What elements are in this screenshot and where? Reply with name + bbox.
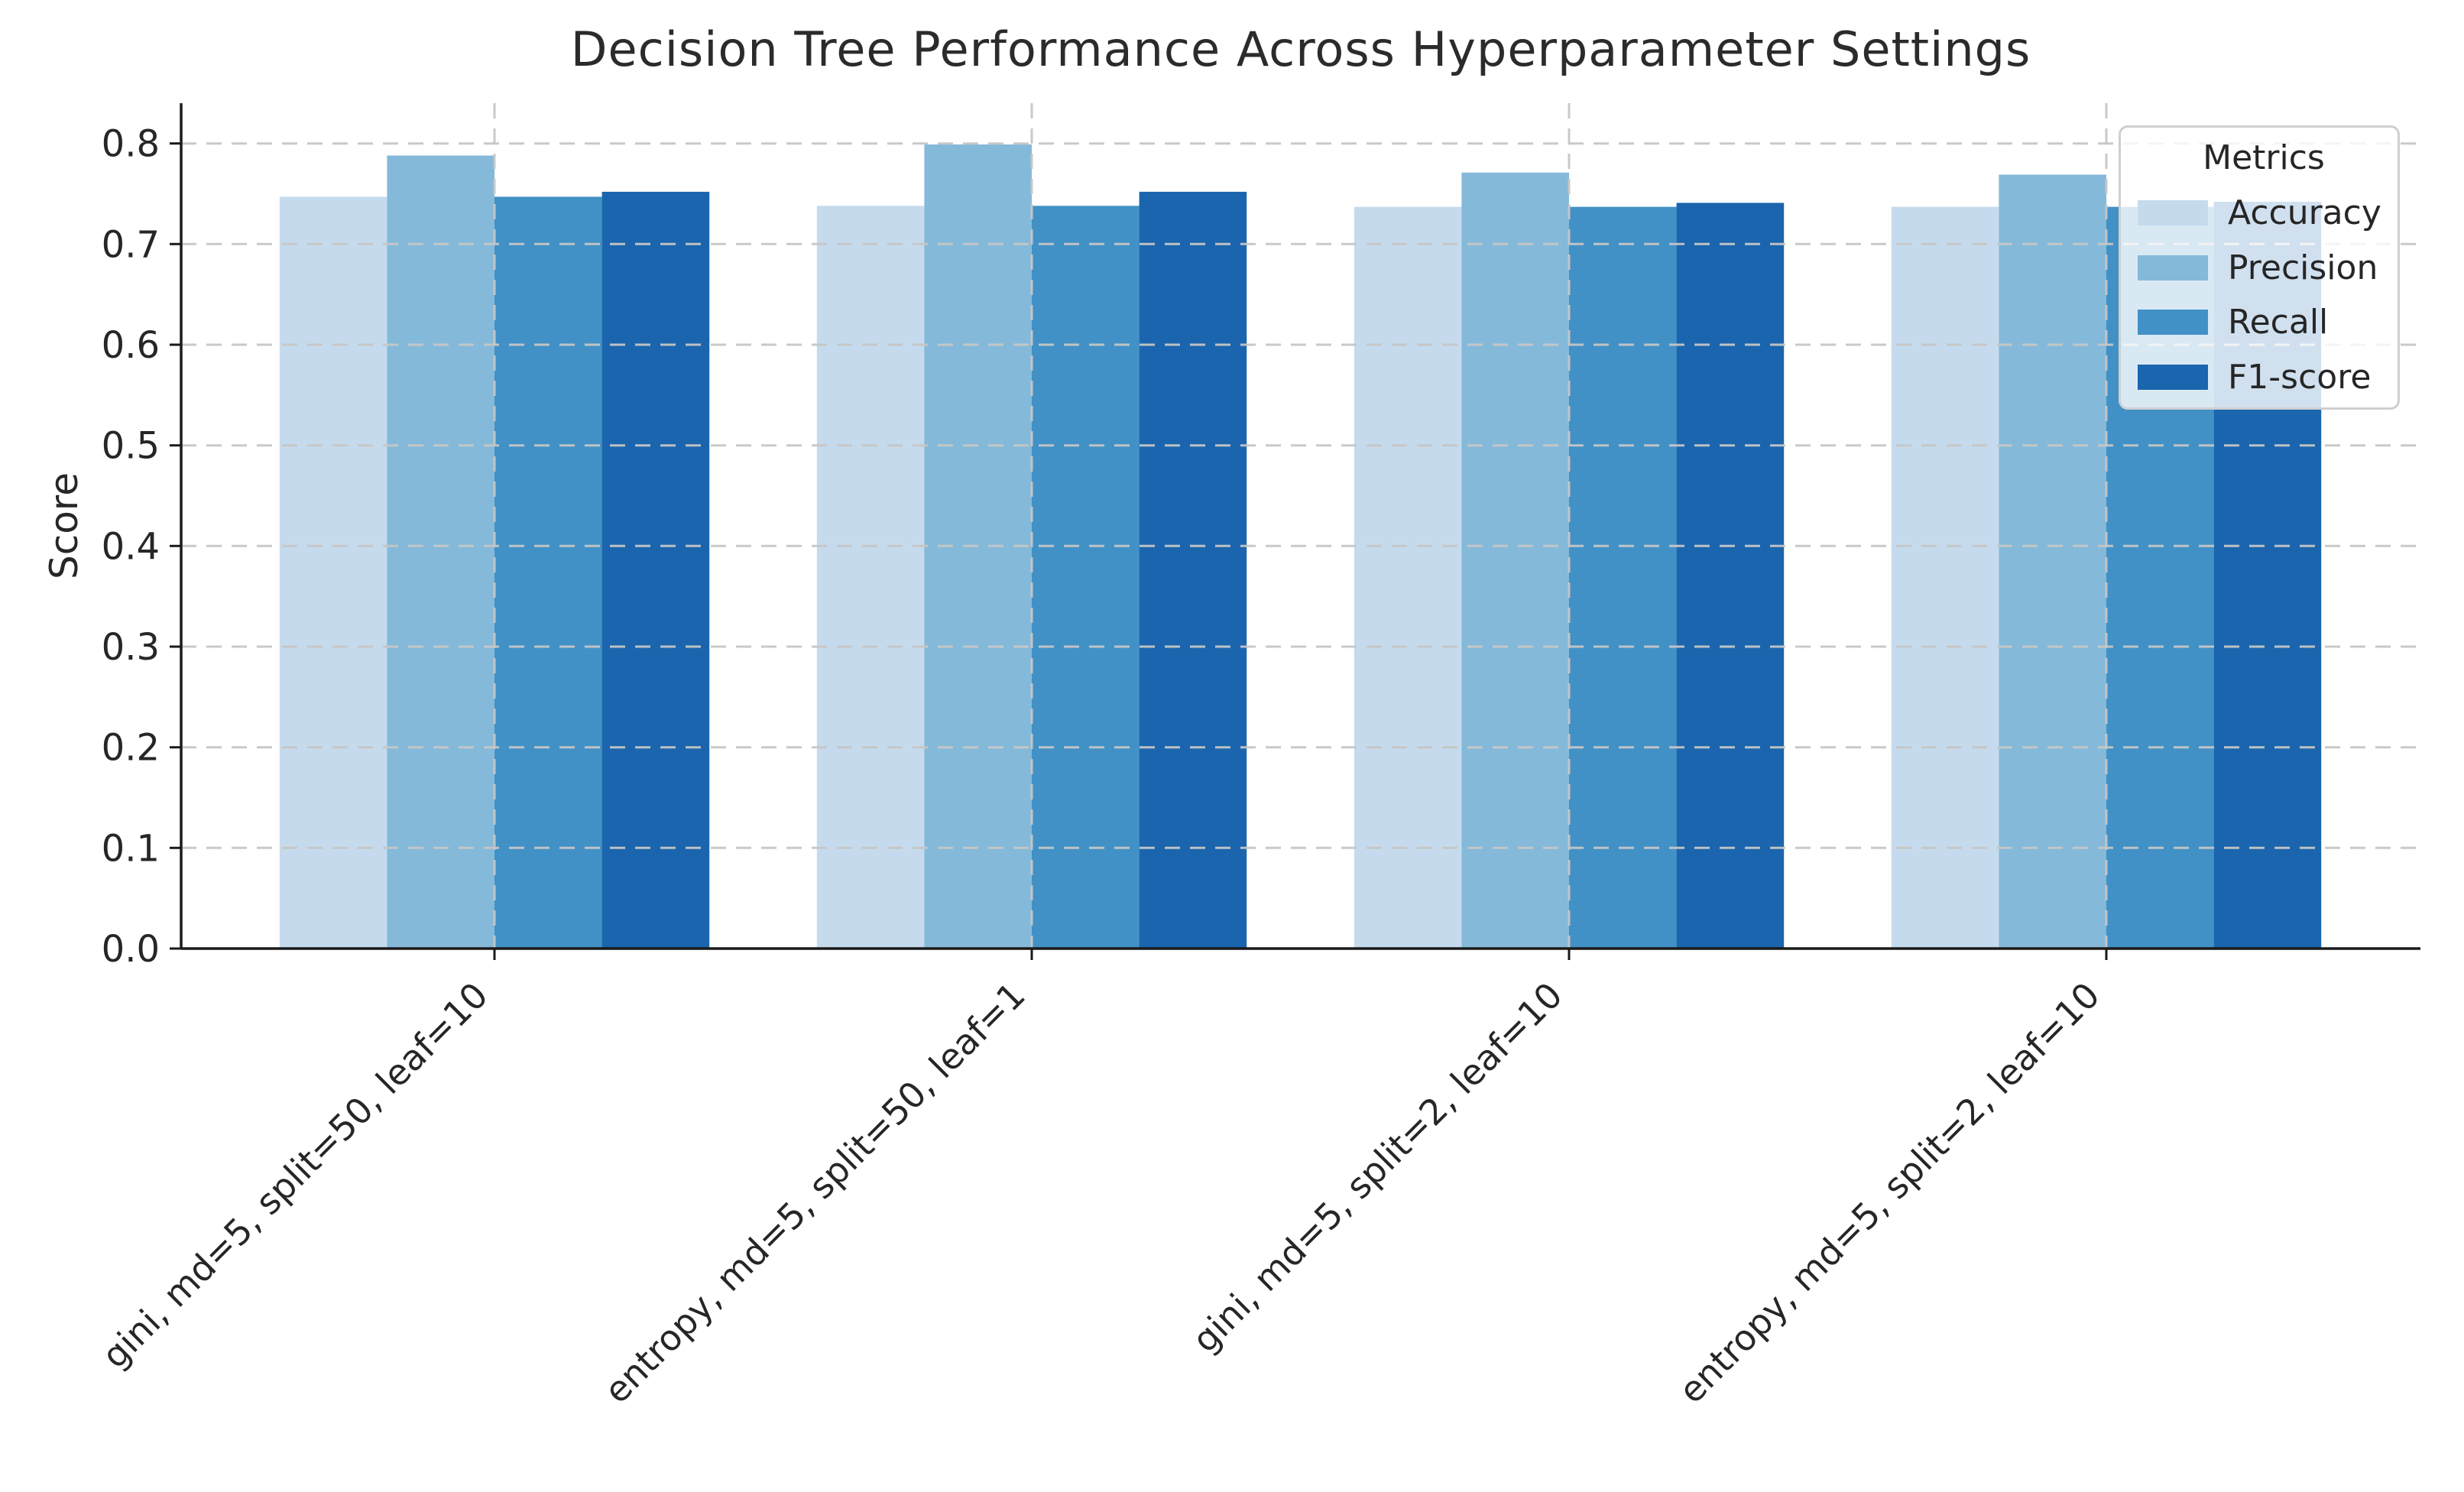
- legend-row: Accuracy: [2138, 193, 2390, 232]
- y-tick-label: 0.2: [102, 727, 160, 770]
- y-tick-label: 0.7: [102, 223, 160, 266]
- y-tick-label: 0.8: [102, 123, 160, 166]
- bar-precision-group1: [387, 155, 494, 949]
- bar-recall-group1: [494, 196, 602, 949]
- legend: Metrics Accuracy Precision Recall F1-sco…: [2119, 125, 2400, 410]
- y-tick-label: 0.6: [102, 324, 160, 367]
- legend-title: Metrics: [2203, 138, 2325, 177]
- bar-accuracy-group4: [1891, 206, 1999, 949]
- x-tick-label: gini, md=5, split=50, leaf=10: [94, 975, 496, 1377]
- y-tick-label: 0.1: [102, 827, 160, 870]
- legend-row: F1-score: [2138, 358, 2390, 397]
- bar-precision-group3: [1461, 172, 1569, 949]
- legend-label-f1: F1-score: [2228, 358, 2372, 397]
- f1-swatch-icon: [2138, 365, 2208, 390]
- legend-row: Precision: [2138, 248, 2390, 287]
- x-tick-label: entropy, md=5, split=2, leaf=10: [1671, 975, 2108, 1412]
- x-tick-label: entropy, md=5, split=50, leaf=1: [596, 975, 1033, 1412]
- legend-row: Recall: [2138, 303, 2390, 342]
- accuracy-swatch-icon: [2138, 199, 2208, 225]
- legend-label-accuracy: Accuracy: [2228, 193, 2381, 232]
- y-tick-label: 0.0: [102, 928, 160, 971]
- y-tick-label: 0.4: [102, 525, 160, 568]
- bar-recall-group3: [1569, 206, 1677, 949]
- bar-accuracy-group1: [279, 196, 387, 949]
- recall-swatch-icon: [2138, 310, 2208, 336]
- bar-f1-score-group2: [1139, 191, 1247, 949]
- x-tick-label: gini, md=5, split=2, leaf=10: [1184, 975, 1570, 1361]
- legend-label-recall: Recall: [2228, 303, 2329, 342]
- legend-label-precision: Precision: [2228, 248, 2378, 287]
- chart-title: Decision Tree Performance Across Hyperpa…: [570, 21, 2031, 77]
- y-tick-label: 0.3: [102, 626, 160, 669]
- bar-recall-group2: [1032, 206, 1140, 949]
- bar-precision-group4: [1999, 174, 2106, 949]
- precision-swatch-icon: [2138, 255, 2208, 281]
- bar-accuracy-group2: [816, 206, 925, 949]
- bar-accuracy-group3: [1354, 206, 1462, 949]
- bar-f1-score-group3: [1676, 203, 1785, 949]
- y-tick-label: 0.5: [102, 425, 160, 468]
- bar-f1-score-group1: [601, 191, 710, 949]
